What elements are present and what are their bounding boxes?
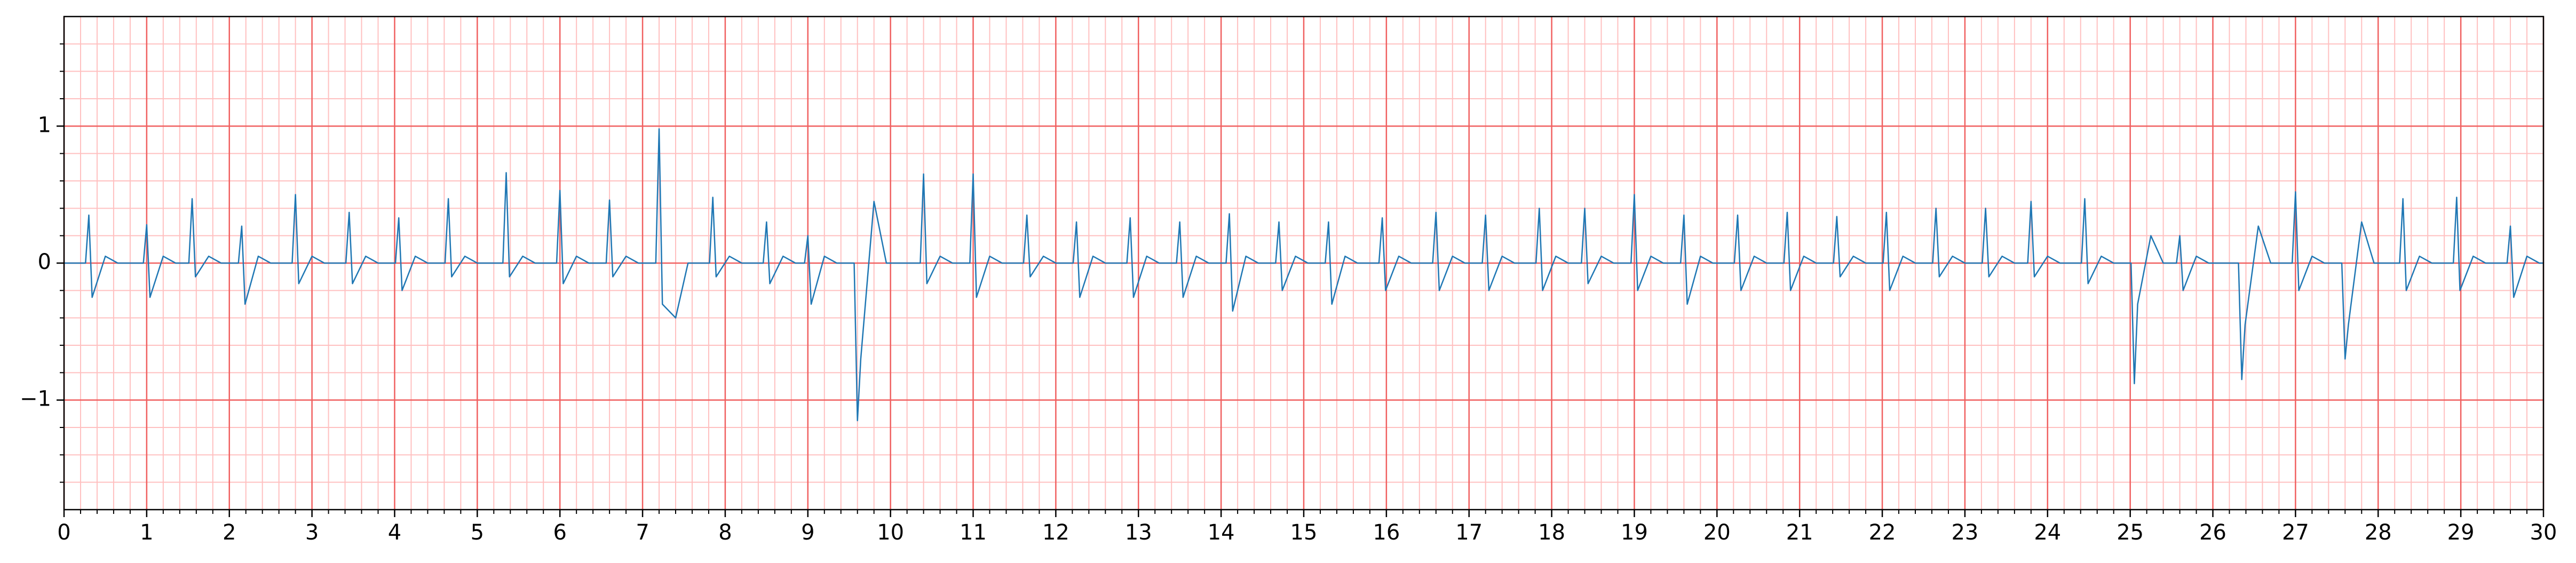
x-tick-label: 17 bbox=[1455, 520, 1483, 545]
x-tick-label: 1 bbox=[140, 520, 153, 545]
y-tick-label: −1 bbox=[20, 387, 51, 411]
x-tick-label: 11 bbox=[960, 520, 987, 545]
x-tick-label: 19 bbox=[1621, 520, 1648, 545]
x-tick-label: 8 bbox=[718, 520, 732, 545]
x-tick-label: 16 bbox=[1373, 520, 1400, 545]
x-tick-label: 25 bbox=[2117, 520, 2144, 545]
x-tick-label: 29 bbox=[2447, 520, 2475, 545]
x-tick-label: 28 bbox=[2365, 520, 2392, 545]
x-tick-label: 30 bbox=[2530, 520, 2557, 545]
x-tick-label: 2 bbox=[223, 520, 236, 545]
x-tick-label: 12 bbox=[1042, 520, 1069, 545]
x-tick-label: 13 bbox=[1125, 520, 1152, 545]
x-tick-label: 9 bbox=[801, 520, 814, 545]
x-tick-label: 22 bbox=[1869, 520, 1896, 545]
x-tick-label: 15 bbox=[1290, 520, 1318, 545]
x-tick-label: 20 bbox=[1703, 520, 1731, 545]
x-tick-label: 14 bbox=[1208, 520, 1235, 545]
x-tick-label: 18 bbox=[1538, 520, 1565, 545]
x-tick-label: 21 bbox=[1786, 520, 1813, 545]
x-tick-label: 4 bbox=[388, 520, 401, 545]
x-tick-label: 3 bbox=[305, 520, 319, 545]
x-tick-label: 27 bbox=[2282, 520, 2309, 545]
x-tick-label: 10 bbox=[877, 520, 904, 545]
x-tick-label: 6 bbox=[553, 520, 566, 545]
x-tick-label: 26 bbox=[2199, 520, 2226, 545]
x-tick-label: 23 bbox=[1951, 520, 1978, 545]
x-tick-label: 5 bbox=[471, 520, 484, 545]
plot-frame bbox=[63, 15, 2545, 511]
ecg-line bbox=[64, 128, 2543, 422]
x-tick-label: 7 bbox=[636, 520, 649, 545]
y-tick-label: 1 bbox=[38, 113, 51, 137]
x-tick-label: 24 bbox=[2034, 520, 2061, 545]
y-tick-label: 0 bbox=[38, 250, 51, 274]
x-tick-label: 0 bbox=[57, 520, 70, 545]
